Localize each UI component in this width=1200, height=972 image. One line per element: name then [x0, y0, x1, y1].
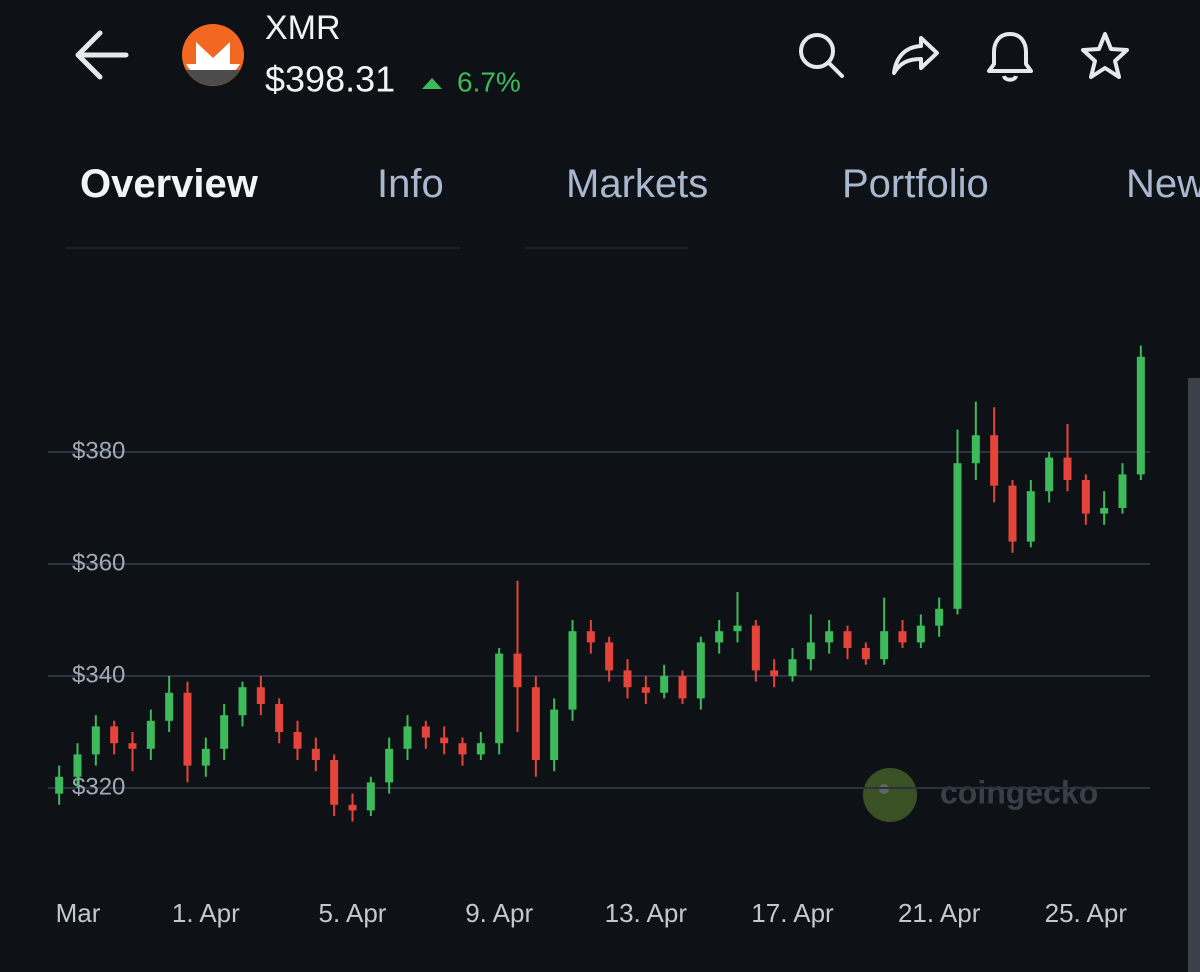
candle-body [476, 743, 485, 755]
candle-body [806, 642, 815, 660]
candle-body [220, 715, 229, 749]
coin-price: $398.31 [265, 59, 395, 100]
candle-body [201, 748, 210, 766]
candle-body [330, 760, 339, 805]
candle-body [1045, 457, 1054, 492]
candle-body [421, 726, 430, 738]
candle-body [953, 463, 962, 609]
candle-body [1118, 474, 1127, 508]
watermark-text: coingecko [940, 774, 1098, 810]
x-tick-label: 17. Apr [751, 898, 834, 928]
candle-body [623, 670, 632, 688]
watermark-logo [863, 768, 917, 822]
coin-logo [182, 24, 244, 86]
candle-body [183, 692, 192, 766]
header-bar: XMR $398.31 6.7% [75, 9, 1129, 100]
candle-body [605, 642, 614, 671]
price-chart: coingecko $320 $340 $360 $380 Mar 1. Apr 5. Ap… [48, 345, 1150, 928]
candle-body [91, 726, 100, 755]
candle-body [513, 653, 522, 688]
candle-body [256, 687, 265, 704]
candle-body [898, 631, 907, 643]
candle-body [1100, 508, 1109, 514]
candle-body [935, 608, 944, 626]
candle-body [788, 659, 797, 676]
x-tick-label: Mar [56, 898, 101, 928]
coin-symbol: XMR [265, 9, 341, 47]
x-tick-label: 21. Apr [898, 898, 981, 928]
tab[interactable]: Markets [566, 162, 709, 206]
candle-body [366, 782, 375, 811]
candle-body [916, 625, 925, 643]
tab[interactable]: News [1126, 162, 1200, 206]
y-tick-label: $380 [72, 437, 125, 464]
candle-body [55, 776, 64, 794]
candle-body [128, 743, 137, 749]
candle-body [733, 625, 742, 632]
candle-body [385, 748, 394, 783]
alert-button[interactable] [987, 32, 1033, 82]
favorite-button[interactable] [1081, 32, 1129, 79]
candle-body [568, 631, 577, 710]
candle-body [1063, 457, 1072, 480]
change-arrow [422, 78, 442, 89]
candle-body [73, 754, 82, 777]
candle-body [1081, 480, 1090, 514]
candle-body [495, 653, 504, 744]
candle-body [678, 676, 687, 699]
candle-body [990, 435, 999, 486]
candle-body [146, 720, 155, 749]
x-tick-label: 5. Apr [319, 898, 387, 928]
candle-body [715, 631, 724, 643]
candle-body [440, 737, 449, 744]
candle-body [843, 631, 852, 648]
candle-body [165, 692, 174, 721]
y-tick-label: $320 [72, 773, 125, 800]
candle-body [861, 648, 870, 660]
candle-body [586, 631, 595, 643]
candle-body [1136, 356, 1145, 475]
x-tick-label: 25. Apr [1045, 898, 1128, 928]
candle-body [531, 687, 540, 760]
tab[interactable]: Portfolio [842, 162, 989, 206]
candle-body [641, 687, 650, 693]
candle-body [311, 748, 320, 760]
tab[interactable]: Overview [80, 162, 258, 206]
x-tick-label: 13. Apr [605, 898, 688, 928]
candle-body [1026, 491, 1035, 542]
candle-body [550, 709, 559, 760]
candle-body [110, 726, 119, 744]
candle-body [751, 625, 760, 671]
candle-body [458, 743, 467, 755]
y-tick-label: $340 [72, 661, 125, 688]
candle-body [660, 676, 669, 693]
candle-body [971, 435, 980, 464]
candle-body [696, 642, 705, 699]
candle-body [238, 687, 247, 716]
price-change: 6.7% [457, 66, 521, 97]
share-button[interactable] [892, 36, 939, 75]
back-button[interactable] [75, 30, 129, 80]
candle-body [825, 631, 834, 643]
y-tick-label: $360 [72, 549, 125, 576]
scrollbar [1188, 378, 1200, 972]
candle-body [403, 726, 412, 749]
candle-body [1008, 485, 1017, 542]
x-tick-label: 1. Apr [172, 898, 240, 928]
x-tick-label: 9. Apr [465, 898, 533, 928]
candle-body [293, 732, 302, 749]
candle-body [880, 631, 889, 660]
tab-divider [525, 247, 688, 249]
candle-body [275, 704, 284, 732]
candle-body [348, 804, 357, 811]
tab[interactable]: Info [377, 162, 444, 206]
search-button[interactable] [799, 33, 844, 78]
candle-body [770, 670, 779, 676]
tab-divider [65, 247, 460, 249]
